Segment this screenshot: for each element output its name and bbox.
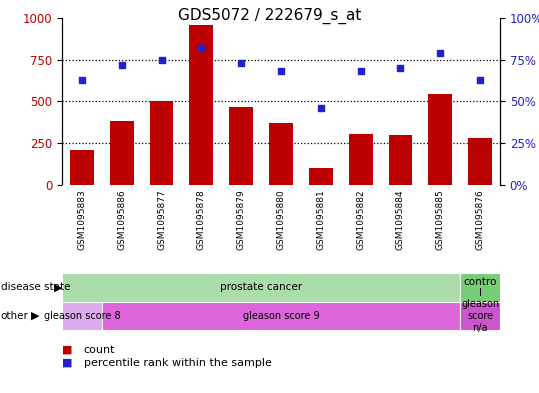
Bar xyxy=(102,302,460,330)
Bar xyxy=(309,168,333,185)
Text: GSM1095884: GSM1095884 xyxy=(396,189,405,250)
Bar xyxy=(349,134,372,185)
Text: ▶: ▶ xyxy=(54,283,63,292)
Bar xyxy=(150,101,174,185)
Text: gleason score 9: gleason score 9 xyxy=(243,311,319,321)
Bar xyxy=(269,123,293,185)
Text: gleason score 8: gleason score 8 xyxy=(44,311,120,321)
Text: GSM1095883: GSM1095883 xyxy=(78,189,86,250)
Point xyxy=(316,105,325,111)
Text: GSM1095886: GSM1095886 xyxy=(117,189,126,250)
Bar xyxy=(389,135,412,185)
Point xyxy=(118,62,126,68)
Point xyxy=(476,77,485,83)
Text: GSM1095881: GSM1095881 xyxy=(316,189,326,250)
Text: ▶: ▶ xyxy=(31,311,39,321)
Bar xyxy=(460,302,500,330)
Point xyxy=(78,77,86,83)
Bar xyxy=(229,107,253,185)
Text: disease state: disease state xyxy=(1,283,70,292)
Text: GSM1095876: GSM1095876 xyxy=(475,189,485,250)
Text: GSM1095878: GSM1095878 xyxy=(197,189,206,250)
Point xyxy=(197,45,206,51)
Point xyxy=(396,65,405,71)
Text: GSM1095877: GSM1095877 xyxy=(157,189,166,250)
Text: ■: ■ xyxy=(62,345,73,355)
Bar xyxy=(460,273,500,302)
Bar xyxy=(70,150,94,185)
Text: contro
l: contro l xyxy=(464,277,497,298)
Point xyxy=(436,50,445,56)
Bar xyxy=(429,94,452,185)
Point xyxy=(277,68,285,75)
Bar xyxy=(189,25,213,185)
Text: prostate cancer: prostate cancer xyxy=(220,283,302,292)
Text: other: other xyxy=(1,311,29,321)
Text: GSM1095879: GSM1095879 xyxy=(237,189,246,250)
Text: percentile rank within the sample: percentile rank within the sample xyxy=(84,358,272,368)
Point xyxy=(356,68,365,75)
Text: count: count xyxy=(84,345,115,355)
Point xyxy=(237,60,245,66)
Text: ■: ■ xyxy=(62,358,73,368)
Bar xyxy=(62,302,102,330)
Bar xyxy=(110,121,134,185)
Bar xyxy=(468,138,492,185)
Text: GDS5072 / 222679_s_at: GDS5072 / 222679_s_at xyxy=(178,8,361,24)
Text: GSM1095880: GSM1095880 xyxy=(277,189,286,250)
Point xyxy=(157,57,166,63)
Text: gleason
score
n/a: gleason score n/a xyxy=(461,299,499,332)
Text: GSM1095885: GSM1095885 xyxy=(436,189,445,250)
Text: GSM1095882: GSM1095882 xyxy=(356,189,365,250)
